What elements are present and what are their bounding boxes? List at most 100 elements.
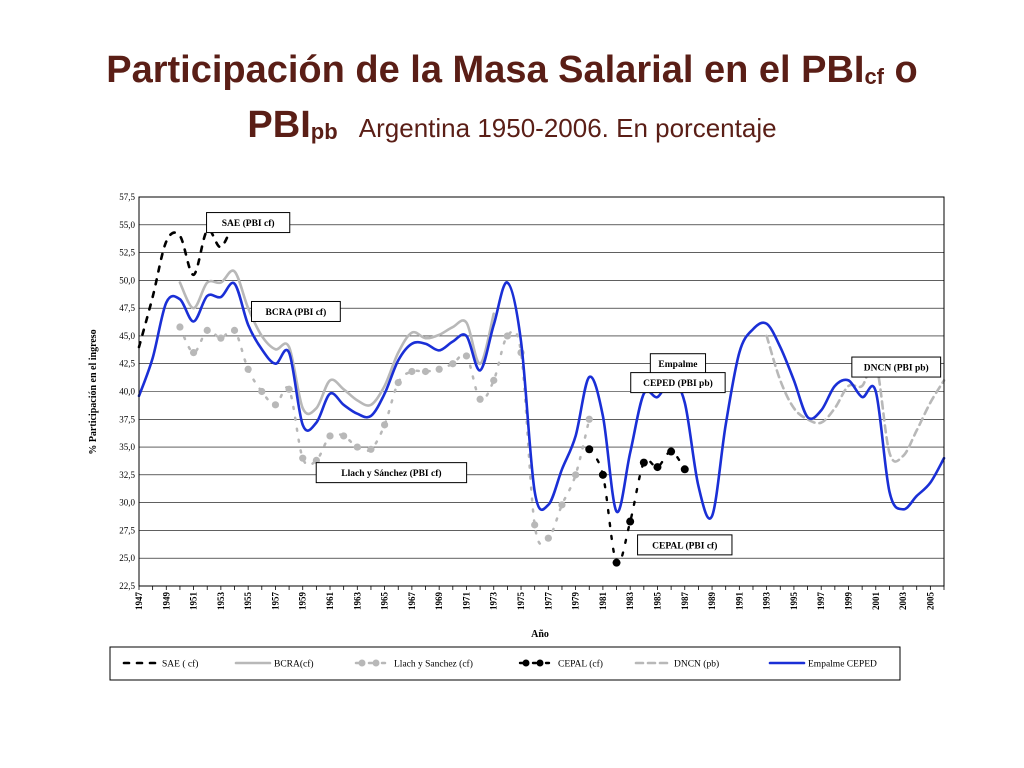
data-point [408, 367, 416, 376]
x-tick-label: 1959 [298, 592, 308, 611]
annotation-box [315, 462, 468, 484]
data-point [299, 454, 307, 462]
data-point [435, 365, 443, 373]
x-tick-label: 1995 [789, 592, 799, 611]
y-tick-label: 35,0 [119, 442, 135, 452]
y-tick-label: 32,5 [119, 470, 135, 480]
data-point [203, 326, 211, 334]
annotation-box [637, 534, 733, 556]
legend: SAE ( cf) BCRA(cf) Llach y Sanchez (cf) CEP… [122, 659, 877, 670]
annotation-box [206, 212, 291, 234]
data-point [340, 432, 348, 440]
slide-title: Participación de la Masa Salarial en el … [20, 46, 1004, 156]
annotation-label: DNCN (PBI pb) [864, 363, 929, 374]
x-tick-label: 1947 [134, 592, 144, 611]
x-tick-label: 1989 [707, 592, 717, 611]
tick-layer: 22,5 25,0 27,5 30,0 32,5 35,0 37,5 40,0 42,5 45,0… [119, 192, 945, 611]
legend-marker [522, 659, 530, 667]
y-tick-label: 45,0 [119, 331, 135, 341]
legend-label: Empalme CEPED [808, 660, 877, 670]
x-tick-label: 1969 [434, 592, 444, 611]
data-point [639, 458, 648, 467]
data-point [462, 352, 471, 360]
y-tick-label: 22,5 [119, 581, 135, 591]
series-line-4 [765, 334, 946, 463]
series-layer [137, 217, 946, 567]
x-tick-label: 1981 [598, 592, 608, 611]
title-text-1: Participación de la Masa Salarial en el … [106, 49, 865, 91]
y-tick-label: 37,5 [119, 414, 135, 424]
y-tick-label: 27,5 [119, 525, 135, 535]
data-point [585, 415, 593, 423]
legend-label: DNCN (pb) [674, 659, 719, 670]
data-point [353, 443, 361, 451]
data-point [490, 376, 498, 384]
x-tick-label: 1983 [625, 592, 635, 611]
x-tick-label: 1971 [461, 592, 471, 611]
data-point [598, 470, 607, 479]
annotation-label: CEPAL (PBI cf) [652, 540, 717, 551]
x-tick-label: 2001 [871, 592, 881, 611]
data-point [667, 447, 676, 456]
x-tick-label: 1973 [489, 592, 499, 611]
y-tick-label: 57,5 [119, 192, 135, 202]
annotation-box [251, 300, 341, 322]
series-line-0 [137, 217, 236, 349]
y-tick-label: 47,5 [119, 303, 135, 313]
y-tick-label: 40,0 [119, 387, 135, 397]
x-tick-label: 1949 [161, 592, 171, 611]
annotation-label: BCRA (PBI cf) [266, 307, 327, 318]
slide-subtitle: Argentina 1950-2006. En porcentaje [358, 113, 777, 143]
x-axis-label: Año [531, 629, 549, 640]
title-text-2: o [884, 49, 918, 91]
data-point [217, 334, 225, 342]
x-tick-label: 1975 [516, 592, 526, 611]
y-axis-label: % Participación en el ingreso [88, 329, 99, 454]
data-point [367, 445, 375, 453]
annotation-box [630, 372, 726, 394]
legend-label: BCRA(cf) [274, 659, 314, 670]
title-text-3: PBI [247, 104, 311, 146]
y-tick-label: 30,0 [119, 498, 135, 508]
x-tick-label: 1951 [189, 592, 199, 611]
data-point [285, 385, 293, 393]
legend-marker [372, 659, 380, 667]
series-line-1 [178, 269, 496, 416]
annotation-label: CEPED (PBI pb) [643, 378, 713, 389]
data-point [680, 465, 689, 474]
x-tick-label: 1957 [270, 592, 280, 611]
y-tick-label: 25,0 [119, 553, 135, 563]
annotation-label: Llach y Sánchez (PBI cf) [341, 468, 441, 479]
data-point [612, 558, 621, 567]
data-point [572, 471, 580, 479]
data-point [531, 521, 539, 529]
y-tick-label: 50,0 [119, 275, 135, 285]
title-subscript-pb: pb [310, 119, 338, 144]
legend-label: Llach y Sanchez (cf) [394, 659, 473, 670]
data-point [558, 501, 566, 509]
x-tick-label: 1965 [380, 592, 390, 611]
x-tick-label: 1977 [543, 592, 553, 611]
annotation-label: SAE (PBI cf) [222, 218, 275, 229]
data-point [503, 332, 511, 340]
annotation-layer: SAE (PBI cf) BCRA (PBI cf) Empalme CEPED (P… [206, 212, 942, 556]
x-tick-label: 1991 [734, 592, 744, 611]
legend-label: CEPAL (cf) [558, 659, 603, 670]
legend-marker [358, 659, 366, 667]
data-point [271, 401, 280, 409]
data-point [189, 349, 198, 357]
data-point [626, 517, 635, 526]
x-tick-label: 1961 [325, 592, 335, 611]
x-tick-label: 1953 [216, 592, 226, 611]
chart-frame [80, 183, 956, 688]
y-tick-label: 42,5 [119, 359, 135, 369]
data-point [244, 365, 252, 373]
data-point [476, 395, 484, 403]
y-tick-label: 52,5 [119, 248, 135, 258]
data-point [653, 463, 662, 472]
x-tick-label: 1967 [407, 592, 417, 611]
data-point [326, 432, 334, 440]
y-tick-label: 55,0 [119, 220, 135, 230]
legend-marker [536, 659, 544, 667]
x-tick-label: 1997 [816, 592, 826, 611]
